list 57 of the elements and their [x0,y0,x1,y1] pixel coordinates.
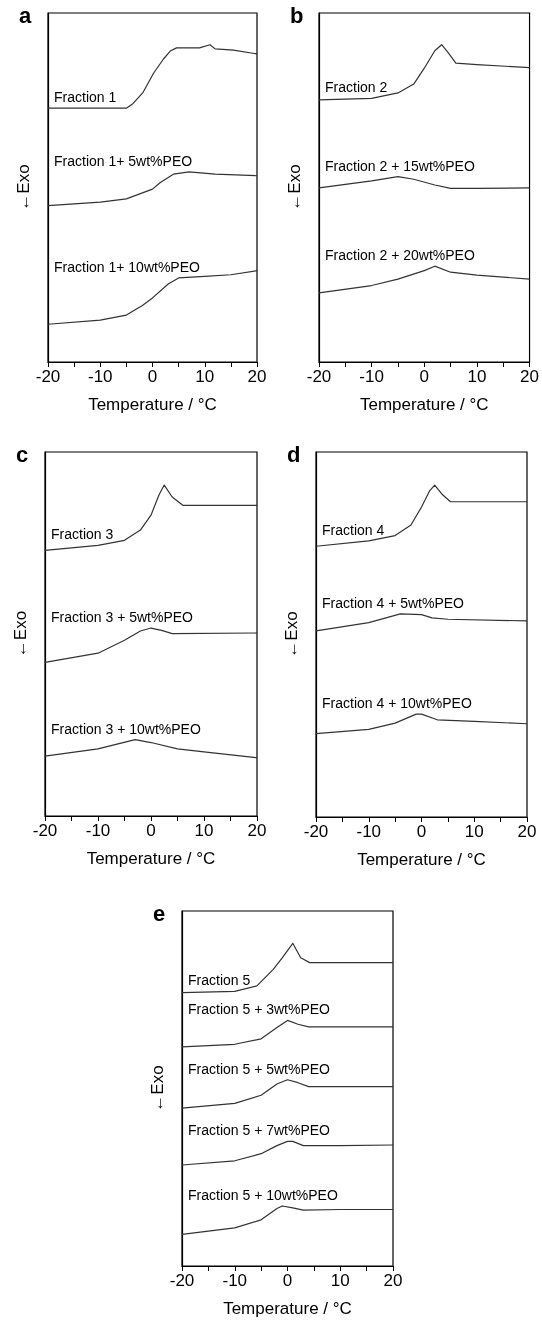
x-tick-label: 10 [330,1271,350,1290]
series-label: Fraction 3 + 10wt%PEO [51,720,201,737]
series-label: Fraction 5 + 7wt%PEO [188,1122,331,1139]
x-tick-label: 0 [146,821,156,840]
chart-title: d [287,441,301,467]
series-label: Fraction 1+ 10wt%PEO [54,258,201,275]
x-tick-label: 10 [195,367,215,386]
y-axis-title: ←Exo [282,611,301,658]
x-tick-label: 20 [247,367,267,386]
series-label: Fraction 5 + 5wt%PEO [188,1060,331,1077]
series-label: Fraction 5 + 3wt%PEO [188,1001,331,1018]
chart-title: e [153,900,166,926]
x-tick-label: 0 [282,1271,293,1290]
series-label: Fraction 5 [188,972,251,989]
x-axis-title: Temperature / °C [357,850,486,869]
x-tick-label: -20 [169,1271,195,1290]
x-tick-label: 10 [464,822,484,841]
y-axis-title: ←Exo [148,1065,167,1112]
x-tick-label: 0 [416,822,427,841]
chart-title: a [19,2,32,28]
x-axis-title: Temperature / °C [88,395,217,414]
series-label: Fraction 2 + 20wt%PEO [325,247,475,264]
x-tick-label: -10 [359,367,384,386]
series-label: Fraction 5 + 10wt%PEO [188,1186,338,1203]
series-label: Fraction 2 [325,79,388,96]
series-label: Fraction 3 [51,526,114,543]
x-axis-title: Temperature / °C [223,1299,352,1318]
chart-title: b [290,2,304,28]
y-axis-title: ←Exo [285,164,304,211]
x-tick-label: 10 [194,821,214,840]
chart-title: c [16,441,29,467]
x-tick-label: 20 [383,1271,403,1290]
x-tick-label: -10 [356,822,382,841]
y-axis-title: ←Exo [14,164,33,211]
series-label: Fraction 3 + 5wt%PEO [51,609,194,626]
x-axis-title: Temperature / °C [359,395,489,414]
x-tick-label: 0 [419,367,430,386]
x-tick-label: -10 [85,821,111,840]
series-label: Fraction 1 [54,89,117,106]
series-label: Fraction 2 + 15wt%PEO [325,157,475,174]
x-axis-title: Temperature / °C [86,849,216,868]
x-tick-label: 20 [520,367,540,386]
series-label: Fraction 4 [322,521,385,538]
x-tick-label: 0 [147,367,158,386]
x-tick-label: -10 [87,367,113,386]
series-label: Fraction 1+ 5wt%PEO [54,152,193,169]
x-tick-label: -20 [303,822,329,841]
y-axis-title: ←Exo [11,610,30,658]
x-tick-label: -20 [306,367,332,386]
x-tick-label: 10 [467,367,487,386]
x-tick-label: 20 [247,821,267,840]
x-tick-label: -20 [32,821,58,840]
x-tick-label: 20 [517,822,537,841]
x-tick-label: -10 [222,1271,248,1290]
series-label: Fraction 4 + 5wt%PEO [322,594,465,611]
series-label: Fraction 4 + 10wt%PEO [322,695,472,712]
x-tick-label: -20 [35,367,61,386]
